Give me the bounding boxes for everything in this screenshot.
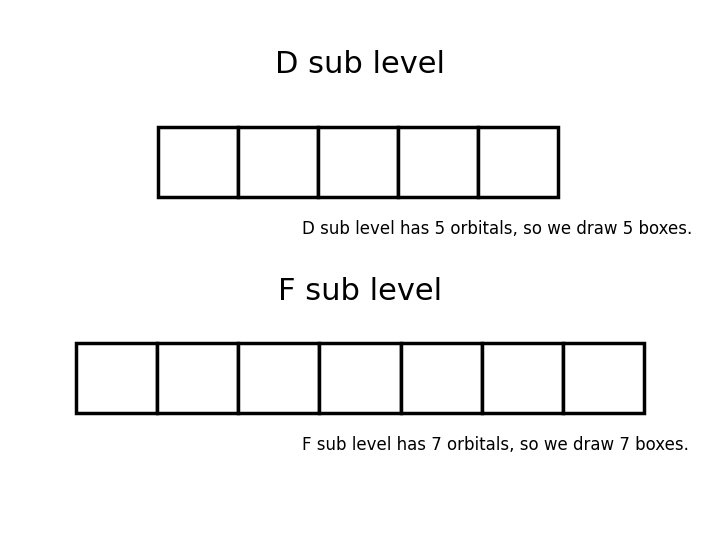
Bar bbox=[398, 127, 478, 197]
Text: D sub level has 5 orbitals, so we draw 5 boxes.: D sub level has 5 orbitals, so we draw 5… bbox=[302, 220, 693, 239]
Text: F sub level has 7 orbitals, so we draw 7 boxes.: F sub level has 7 orbitals, so we draw 7… bbox=[302, 436, 689, 455]
Bar bbox=[238, 343, 320, 413]
Bar bbox=[238, 127, 318, 197]
Bar bbox=[76, 343, 157, 413]
Text: D sub level: D sub level bbox=[275, 50, 445, 79]
Bar bbox=[478, 127, 558, 197]
Bar bbox=[318, 127, 398, 197]
Bar bbox=[563, 343, 644, 413]
Bar bbox=[158, 127, 238, 197]
Text: F sub level: F sub level bbox=[278, 277, 442, 306]
Bar bbox=[482, 343, 563, 413]
Bar bbox=[320, 343, 400, 413]
Bar bbox=[400, 343, 482, 413]
Bar bbox=[157, 343, 238, 413]
